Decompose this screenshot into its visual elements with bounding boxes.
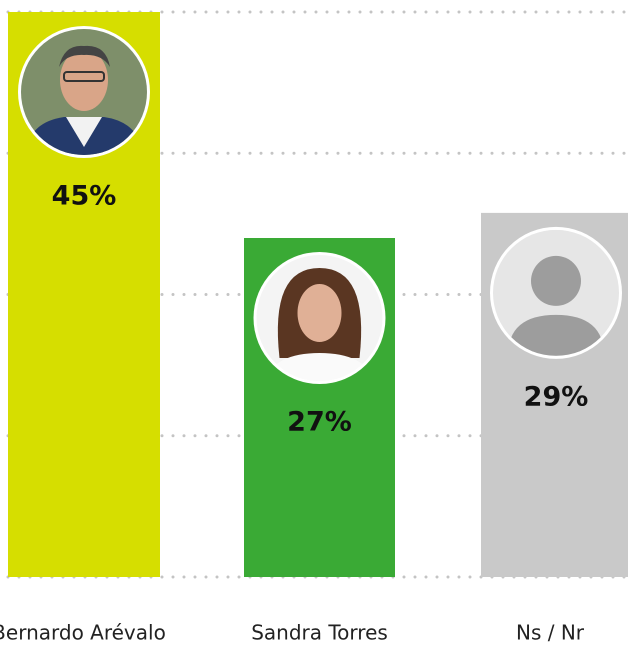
head [531, 255, 581, 306]
value-label: 29% [524, 381, 589, 412]
value-label: 27% [287, 407, 352, 438]
avatar [490, 226, 622, 359]
shirt [66, 117, 102, 147]
avatar-photo [256, 255, 383, 381]
x-tick-label: Bernardo Arévalo [0, 621, 166, 645]
body [508, 314, 604, 356]
avatar [18, 26, 150, 158]
x-tick-label: Ns / Nr [516, 621, 585, 645]
x-tick-label: Sandra Torres [251, 621, 388, 645]
blouse [264, 353, 375, 381]
hair [59, 45, 110, 67]
face [297, 284, 342, 342]
glasses [63, 71, 105, 82]
avatar [253, 252, 386, 384]
avatar-photo [21, 29, 147, 155]
value-label: 45% [52, 181, 117, 212]
avatar-photo [493, 229, 619, 356]
